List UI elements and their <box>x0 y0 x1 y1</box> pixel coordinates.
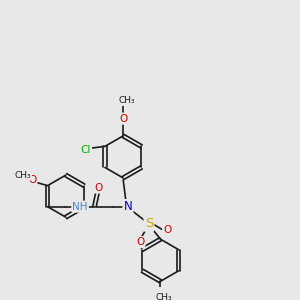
Text: CH₃: CH₃ <box>156 293 172 300</box>
Text: O: O <box>163 225 171 235</box>
Text: Cl: Cl <box>81 145 91 155</box>
Text: CH₃: CH₃ <box>14 171 31 180</box>
Text: O: O <box>28 175 36 185</box>
Text: S: S <box>145 218 153 230</box>
Text: O: O <box>94 182 102 193</box>
Text: O: O <box>136 237 145 247</box>
Text: O: O <box>119 114 127 124</box>
Text: N: N <box>124 200 132 213</box>
Text: NH: NH <box>72 202 88 212</box>
Text: CH₃: CH₃ <box>119 96 135 105</box>
